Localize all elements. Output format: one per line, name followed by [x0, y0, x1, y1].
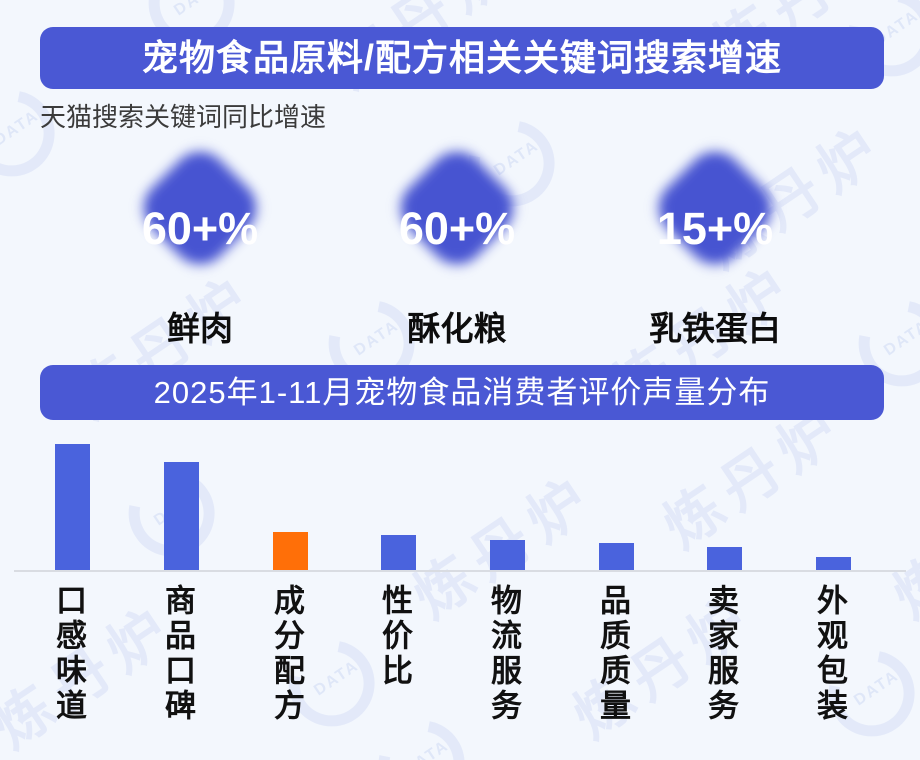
x-axis-label: 性价比 — [377, 584, 412, 689]
highlight-value: 60+% — [141, 202, 259, 254]
bar-chart-plot — [0, 420, 920, 570]
section-banner-review-volume: 2025年1-11月宠物食品消费者评价声量分布 — [40, 365, 884, 420]
highlight-fresh-meat: 60+% 鲜肉 — [100, 140, 300, 350]
bar-成分配方 — [272, 532, 308, 570]
highlight-value: 15+% — [656, 202, 774, 254]
x-axis-label: 成分配方 — [269, 584, 304, 724]
bar-物流服务 — [489, 540, 525, 570]
x-axis-label: 外观包装 — [812, 584, 847, 724]
x-axis-label: 商品口碑 — [160, 584, 195, 724]
bar-外观包装 — [815, 557, 851, 570]
x-axis-label: 口感味道 — [51, 584, 86, 724]
x-axis-label: 物流服务 — [486, 584, 521, 724]
watermark-logo: DATA — [0, 73, 74, 198]
highlight-crispy-food: 60+% 酥化粮 — [357, 140, 557, 350]
highlight-label: 酥化粮 — [407, 310, 507, 347]
bar-商品口碑 — [163, 462, 199, 570]
bar-卖家服务 — [706, 547, 742, 570]
highlight-label: 鲜肉 — [167, 310, 233, 347]
bar-品质质量 — [598, 543, 634, 570]
x-axis-label: 卖家服务 — [703, 584, 738, 724]
keywords-banner-title: 宠物食品原料/配方相关关键词搜索增速 — [141, 37, 782, 78]
highlight-value: 60+% — [398, 202, 516, 254]
bar-口感味道 — [54, 444, 90, 570]
section-banner-keywords: 宠物食品原料/配方相关关键词搜索增速 — [40, 27, 884, 89]
highlight-label: 乳铁蛋白 — [649, 310, 781, 347]
highlight-lactoferrin: 15+% 乳铁蛋白 — [615, 140, 815, 350]
x-axis-line — [14, 570, 906, 572]
chart-subtitle: 天猫搜索关键词同比增速 — [40, 102, 327, 132]
review-banner-title: 2025年1-11月宠物食品消费者评价声量分布 — [153, 375, 771, 410]
bar-性价比 — [380, 535, 416, 570]
x-axis-label: 品质质量 — [595, 584, 630, 724]
